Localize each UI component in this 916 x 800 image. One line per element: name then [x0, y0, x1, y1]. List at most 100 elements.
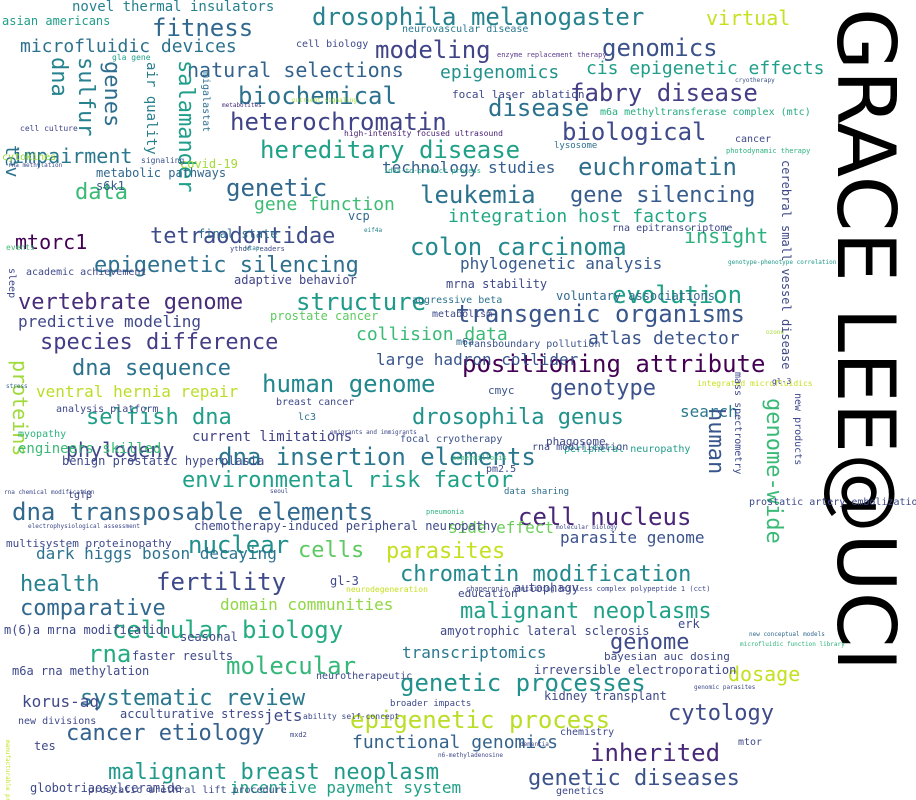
cloud-word: mtor	[738, 737, 763, 748]
cloud-word: new products	[792, 393, 803, 466]
cloud-word: dna sequence	[72, 356, 231, 381]
cloud-word: cellular biology	[112, 616, 344, 644]
cloud-word: nuclear	[188, 531, 290, 559]
cloud-word: malignant neoplasms	[460, 599, 712, 624]
cloud-word: mxd2	[290, 731, 307, 739]
cloud-word: cells	[298, 538, 365, 563]
cloud-word: biological	[562, 118, 707, 146]
cloud-word: side effect	[448, 518, 554, 537]
cloud-word: gl-3	[772, 377, 792, 386]
cloud-word: prostatic urethral lift procedure	[88, 785, 287, 796]
cloud-word: transboundary pollution	[462, 339, 601, 350]
cloud-word: cell nucleus	[518, 503, 692, 531]
cloud-word: dark higgs boson decaying	[36, 544, 277, 563]
cloud-word: acculturative stress	[120, 707, 265, 721]
cloud-word: phagosome	[546, 435, 606, 448]
cloud-word: rna chemical modification	[4, 489, 95, 496]
cloud-word: technology studies	[382, 158, 556, 177]
cloud-word: genome	[610, 630, 690, 655]
cloud-word: comparative	[20, 596, 166, 621]
cloud-word: phylogeny	[66, 438, 175, 462]
cloud-word: gla gene	[112, 53, 151, 62]
cloud-word: cerebral small vessel disease	[779, 160, 793, 370]
cloud-word: health	[20, 572, 100, 597]
cloud-word: insight	[684, 224, 769, 248]
cloud-word: neurotherapeutic	[316, 671, 413, 682]
cloud-word: atlas detector	[588, 328, 740, 349]
cloud-word: gene function	[254, 194, 395, 215]
cloud-word: parasites	[386, 539, 506, 564]
cloud-word: integration host factors	[448, 206, 709, 227]
cloud-word: focal laser ablation	[452, 88, 585, 101]
cloud-word: metabolites	[222, 102, 262, 109]
cloud-word: evolution	[612, 281, 743, 309]
cloud-word: tes	[34, 739, 56, 753]
cloud-word: disease	[488, 94, 590, 122]
cloud-word: epigenetic silencing	[94, 253, 359, 278]
cloud-word: tetraodontidae	[150, 224, 336, 249]
side-title: GRACE LEE@UCI	[820, 8, 910, 672]
cloud-word: leukemia	[420, 181, 536, 209]
cloud-word: ythdf readers	[230, 245, 285, 253]
cloud-word: adaptive behavior	[234, 273, 357, 287]
cloud-word: fitness	[152, 14, 254, 42]
cloud-word: final state	[198, 227, 278, 241]
cloud-word: cytology	[668, 701, 774, 726]
cloud-word: data sharing	[504, 487, 570, 497]
cloud-word: ozone	[766, 329, 785, 336]
cloud-word: manufacturable processes	[4, 740, 11, 800]
cloud-word: new conceptual models	[749, 631, 825, 638]
cloud-word: incentive payment system	[230, 778, 462, 797]
cloud-word: erk	[678, 617, 700, 631]
cloud-word: mass spectrometry	[732, 372, 743, 475]
cloud-word: analysis platform	[56, 404, 159, 415]
cloud-word: voluntary associations	[556, 289, 715, 303]
cloud-word: nutrient signaling	[292, 97, 358, 104]
cloud-word: cis epigenetic effects	[586, 58, 825, 79]
cloud-word: lysosome	[554, 141, 598, 151]
cloud-word: genomics	[602, 34, 718, 62]
cloud-word: collision data	[356, 324, 508, 345]
cloud-word: rna methylation	[8, 162, 63, 169]
cloud-word: academic achievement	[26, 267, 147, 278]
cloud-word: dna insertion elements	[218, 443, 536, 471]
cloud-word: prostatic artery embolization	[749, 497, 916, 508]
cloud-word: cancer etiology	[66, 721, 265, 746]
cloud-word: vertebrate genome	[18, 290, 244, 315]
cloud-word: breast cancer	[276, 397, 355, 408]
cloud-word: sulfur	[73, 57, 98, 137]
cloud-word: functional genomics	[352, 732, 558, 753]
cloud-word: genetic diseases	[528, 766, 740, 791]
cloud-word: events	[6, 243, 35, 252]
cloud-word: prostate cancer	[270, 309, 379, 323]
cloud-word: novel thermal insulators	[72, 0, 275, 15]
cloud-word: current limitations	[192, 429, 353, 445]
cloud-word: covid-19	[180, 157, 238, 171]
cloud-word: bayesian auc dosing	[604, 650, 730, 663]
cloud-word: genotype-phenotype correlation	[728, 259, 837, 266]
cloud-word: heterochromatin	[230, 108, 447, 136]
cloud-word: air quality	[143, 62, 159, 155]
cloud-word: emigrants and immigrants	[330, 429, 417, 436]
cloud-word: asian americans	[2, 14, 111, 28]
cloud-word: fertility	[156, 568, 287, 596]
cloud-word: structure	[296, 288, 427, 316]
cloud-word: dna	[46, 57, 71, 97]
cloud-word: integrated microfluidics	[697, 379, 813, 388]
cloud-word: transgenic organisms	[456, 300, 745, 328]
cloud-word: inherited	[590, 739, 721, 767]
cloud-word: genetics	[556, 786, 605, 797]
cloud-word: dementia	[520, 741, 549, 748]
cloud-word: genome-wide	[761, 398, 786, 544]
cloud-word: pneumonia	[426, 508, 464, 516]
cloud-word: photodynamic therapy	[726, 147, 811, 155]
cloud-word: enzyme replacement therapy	[497, 51, 607, 59]
cloud-word: korus-aq	[22, 692, 100, 711]
cloud-word: eif4a	[364, 227, 383, 234]
cloud-word: transcriptomics	[402, 643, 547, 662]
cloud-word: globotriaosylceramide	[30, 781, 182, 795]
cloud-word: chemotherapy-induced peripheral neuropat…	[194, 519, 498, 533]
cloud-word: cytokines	[2, 152, 57, 163]
cloud-word: malignant breast neoplasm	[108, 760, 440, 785]
